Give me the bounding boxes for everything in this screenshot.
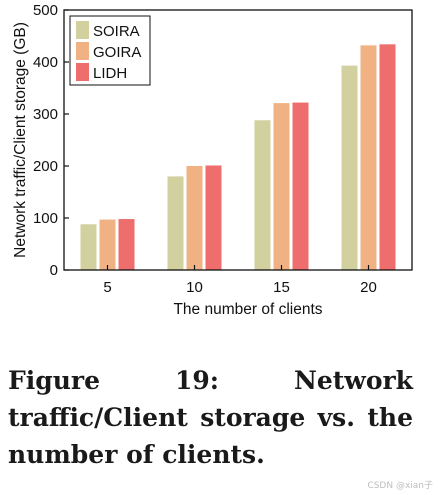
y-tick-label: 0 — [50, 262, 58, 279]
x-tick-label: 10 — [186, 279, 203, 296]
legend-swatch-soira — [76, 21, 89, 39]
x-axis-label: The number of clients — [173, 301, 322, 318]
bars-layer — [80, 44, 396, 271]
y-axis-label: Network traffic/Client storage (GB) — [12, 22, 29, 258]
legend-swatch-lidh — [76, 63, 89, 81]
bar-lidh-5 — [118, 219, 135, 270]
x-tick-label: 20 — [360, 279, 377, 296]
legend-label-soira: SOIRA — [93, 23, 140, 40]
legend-label-goira: GOIRA — [93, 44, 141, 61]
bar-lidh-15 — [292, 102, 309, 270]
bar-soira-20 — [341, 65, 358, 270]
bar-chart: 0 100 200 300 400 500 5 10 15 20 Network traffic… — [12, 2, 413, 318]
legend: SOIRA GOIRA LIDH — [69, 15, 151, 86]
bar-lidh-20 — [379, 44, 396, 270]
x-tick-label: 5 — [103, 279, 111, 296]
y-tick-label: 300 — [33, 106, 58, 123]
bar-goira-5 — [99, 219, 116, 270]
legend-swatch-goira — [76, 42, 89, 60]
y-axis: 0 100 200 300 400 500 — [33, 2, 69, 279]
bar-soira-10 — [167, 176, 184, 270]
bar-soira-15 — [254, 120, 271, 271]
bar-goira-10 — [186, 166, 203, 270]
y-tick-label: 500 — [33, 2, 58, 19]
y-tick-label: 400 — [33, 54, 58, 71]
y-tick-label: 200 — [33, 158, 58, 175]
bar-lidh-10 — [205, 165, 222, 270]
bar-soira-5 — [80, 224, 97, 270]
bar-goira-20 — [360, 45, 377, 270]
plot-frame — [63, 9, 413, 271]
x-axis: 5 10 15 20 — [103, 265, 377, 296]
figure-caption: Figure 19: Network traffic/Client storag… — [8, 366, 413, 469]
y-tick-label: 100 — [33, 210, 58, 227]
watermark: CSDN @xian子 — [367, 481, 433, 491]
legend-label-lidh: LIDH — [93, 65, 127, 82]
bar-goira-15 — [273, 103, 290, 270]
x-tick-label: 15 — [273, 279, 290, 296]
